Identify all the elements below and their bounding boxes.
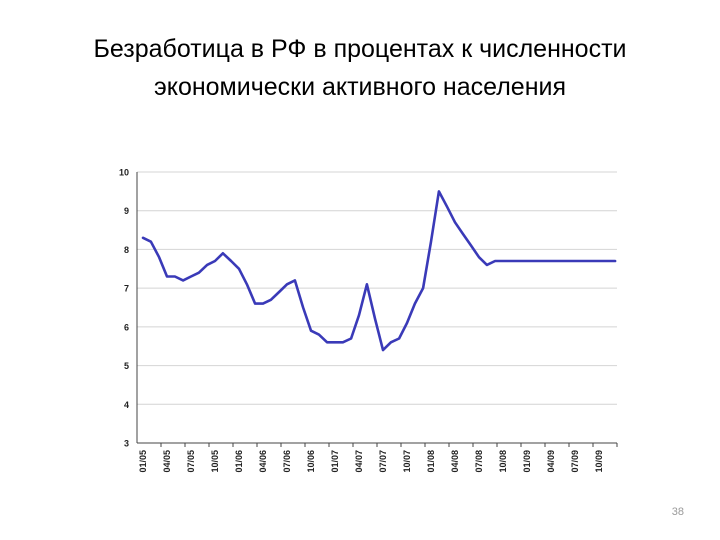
slide-title-line-2: экономически активного населения bbox=[153, 73, 567, 101]
x-tick-label: 07/05 bbox=[186, 450, 196, 473]
x-tick-label: 07/07 bbox=[378, 450, 388, 473]
x-tick-label: 07/08 bbox=[474, 450, 484, 473]
y-tick-label: 6 bbox=[124, 322, 129, 332]
grid-lines bbox=[137, 171, 617, 405]
y-tick-label: 5 bbox=[124, 361, 129, 371]
page-number: 38 bbox=[671, 506, 684, 518]
x-tick-label: 10/06 bbox=[306, 450, 316, 473]
y-tick-label: 8 bbox=[124, 245, 129, 255]
slide-title: Безработица в РФ в процентах к численнос… bbox=[40, 30, 680, 106]
series-line-0 bbox=[141, 190, 617, 352]
x-tick-label: 10/08 bbox=[498, 450, 508, 473]
y-tick-label: 10 bbox=[119, 168, 129, 178]
y-tick-label: 7 bbox=[124, 284, 129, 294]
x-tick-labels: 01/05 04/05 07/05 10/05 01/06 04/06 07/06 10/06… bbox=[138, 450, 604, 473]
y-tick-labels: 3 4 5 6 7 8 9 10 bbox=[119, 168, 129, 449]
x-tick-label: 04/07 bbox=[354, 450, 364, 473]
x-tick-label: 04/08 bbox=[450, 450, 460, 473]
x-tick-label: 01/09 bbox=[522, 450, 532, 473]
axes bbox=[136, 172, 618, 447]
y-tick-label: 4 bbox=[124, 400, 129, 410]
x-tick-label: 10/09 bbox=[594, 450, 604, 473]
x-tick-label: 07/09 bbox=[570, 450, 580, 473]
slide-title-line-1: Безработица в РФ в процентах к численнос… bbox=[93, 35, 627, 63]
x-tick-label: 01/08 bbox=[426, 450, 436, 473]
series-layer bbox=[141, 190, 617, 352]
x-tick-label: 07/06 bbox=[282, 450, 292, 473]
x-tick-label: 01/07 bbox=[330, 450, 340, 473]
x-tick-label: 10/07 bbox=[402, 450, 412, 473]
y-tick-label: 9 bbox=[124, 206, 129, 216]
x-tick-label: 01/06 bbox=[234, 450, 244, 473]
x-tick-label: 04/05 bbox=[162, 450, 172, 473]
x-tick-label: 01/05 bbox=[138, 450, 148, 473]
y-tick-label: 3 bbox=[124, 439, 129, 449]
x-tick-label: 10/05 bbox=[210, 450, 220, 473]
x-tick-label: 04/06 bbox=[258, 450, 268, 473]
x-tick-label: 04/09 bbox=[546, 450, 556, 473]
